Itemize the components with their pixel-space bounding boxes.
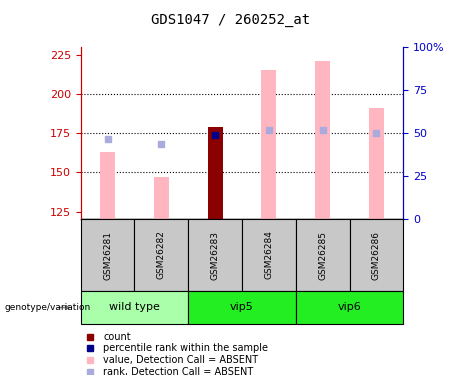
Text: count: count: [103, 332, 131, 342]
Bar: [349, 219, 403, 291]
Bar: [100, 152, 115, 219]
Text: GSM26282: GSM26282: [157, 231, 166, 279]
Bar: [261, 70, 277, 219]
Bar: [135, 219, 188, 291]
Bar: [81, 291, 188, 324]
Text: GSM26286: GSM26286: [372, 231, 381, 279]
Text: GSM26284: GSM26284: [265, 231, 273, 279]
Bar: [188, 291, 296, 324]
Bar: [154, 177, 169, 219]
Text: genotype/variation: genotype/variation: [5, 303, 91, 312]
Bar: [188, 219, 242, 291]
Bar: [81, 219, 135, 291]
Text: GSM26283: GSM26283: [211, 231, 219, 279]
Bar: [369, 108, 384, 219]
Text: vip6: vip6: [338, 303, 361, 312]
Bar: [315, 61, 330, 219]
Bar: [242, 219, 296, 291]
Text: value, Detection Call = ABSENT: value, Detection Call = ABSENT: [103, 355, 258, 365]
Bar: [207, 127, 223, 219]
Text: GSM26281: GSM26281: [103, 231, 112, 279]
Bar: [296, 219, 349, 291]
Text: GDS1047 / 260252_at: GDS1047 / 260252_at: [151, 13, 310, 27]
Text: percentile rank within the sample: percentile rank within the sample: [103, 343, 268, 353]
Bar: [296, 291, 403, 324]
Text: wild type: wild type: [109, 303, 160, 312]
Text: rank, Detection Call = ABSENT: rank, Detection Call = ABSENT: [103, 367, 254, 375]
Text: GSM26285: GSM26285: [318, 231, 327, 279]
Text: vip5: vip5: [230, 303, 254, 312]
